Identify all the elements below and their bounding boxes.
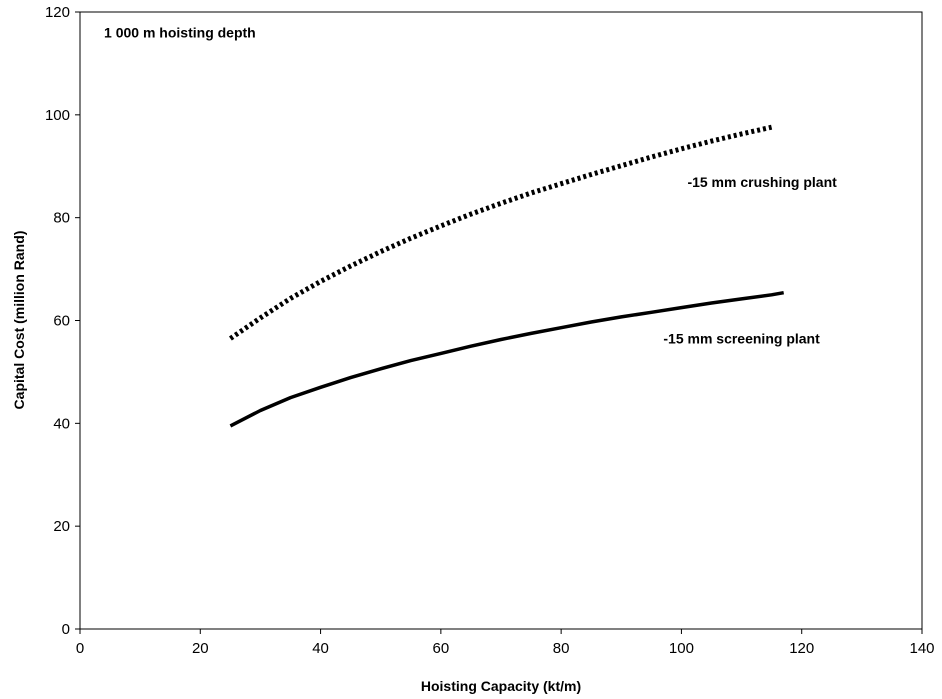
y-tick-label: 80: [53, 210, 70, 227]
x-axis-title: Hoisting Capacity (kt/m): [421, 678, 581, 694]
y-tick-label: 40: [53, 415, 70, 432]
y-axis-ticks: 0 20 40 60 80 100 120: [45, 4, 80, 638]
x-tick-label: 120: [789, 640, 814, 657]
y-tick-label: 60: [53, 313, 70, 330]
x-tick-label: 140: [909, 640, 934, 657]
x-tick-label: 60: [433, 640, 450, 657]
series-group: [228, 124, 784, 428]
x-tick-label: 0: [76, 640, 84, 657]
annotation-label: -15 mm crushing plant: [687, 174, 837, 190]
x-tick-label: 20: [192, 640, 209, 657]
annotations: 1 000 m hoisting depth -15 mm crushing pl…: [104, 25, 837, 347]
series-line-screening-plant: [229, 290, 784, 428]
y-tick-label: 100: [45, 107, 70, 124]
y-axis-title: Capital Cost (million Rand): [11, 231, 27, 410]
series-line-crushing-plant: [228, 124, 773, 341]
y-tick-label: 120: [45, 4, 70, 21]
x-axis-ticks: 0 20 40 60 80 100 120 140: [76, 629, 935, 657]
annotation-label: -15 mm screening plant: [663, 331, 820, 347]
y-tick-label: 20: [53, 518, 70, 535]
x-tick-label: 100: [669, 640, 694, 657]
axes: [79, 11, 923, 630]
annotation-label: 1 000 m hoisting depth: [104, 25, 256, 41]
x-tick-label: 80: [553, 640, 570, 657]
y-tick-label: 0: [62, 621, 70, 638]
x-tick-label: 40: [312, 640, 329, 657]
plot-frame: [79, 11, 923, 630]
